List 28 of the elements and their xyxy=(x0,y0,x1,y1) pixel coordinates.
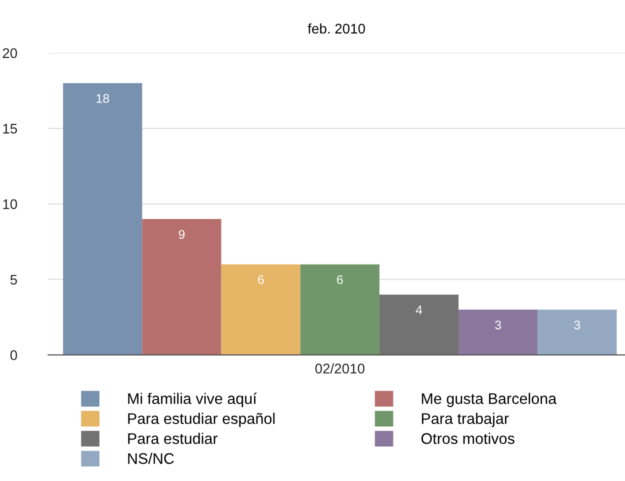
bar xyxy=(538,310,617,355)
legend-label: NS/NC xyxy=(128,452,174,464)
data-label: 6 xyxy=(258,275,264,284)
legend-label: Mi familia vive aquí xyxy=(128,392,257,408)
bar xyxy=(379,294,459,355)
x-tick-label: 02/2010 xyxy=(315,363,364,374)
legend-label: Otros motivos xyxy=(421,432,514,444)
data-label: 4 xyxy=(416,306,422,314)
data-label: 6 xyxy=(337,275,343,284)
bar xyxy=(458,310,538,355)
data-label: 18 xyxy=(96,94,110,103)
y-tick-label: 10 xyxy=(3,199,18,210)
bar xyxy=(142,219,222,355)
legend-label: Para estudiar español xyxy=(128,412,275,428)
bar xyxy=(221,264,300,355)
data-label: 3 xyxy=(495,320,501,330)
bar xyxy=(63,83,142,355)
bar xyxy=(300,264,380,355)
y-tick-label: 20 xyxy=(2,48,18,58)
legend-label: Para estudiar xyxy=(128,432,218,444)
data-label: 9 xyxy=(178,230,185,239)
y-tick-label: 0 xyxy=(10,350,18,360)
data-label: 3 xyxy=(574,320,580,330)
legend-label: Para trabajar xyxy=(422,412,509,428)
legend-label: Me gusta Barcelona xyxy=(422,392,557,408)
y-tick-label: 15 xyxy=(3,124,17,134)
y-tick-label: 5 xyxy=(10,274,17,285)
chart-title: feb. 2010 xyxy=(308,23,365,34)
